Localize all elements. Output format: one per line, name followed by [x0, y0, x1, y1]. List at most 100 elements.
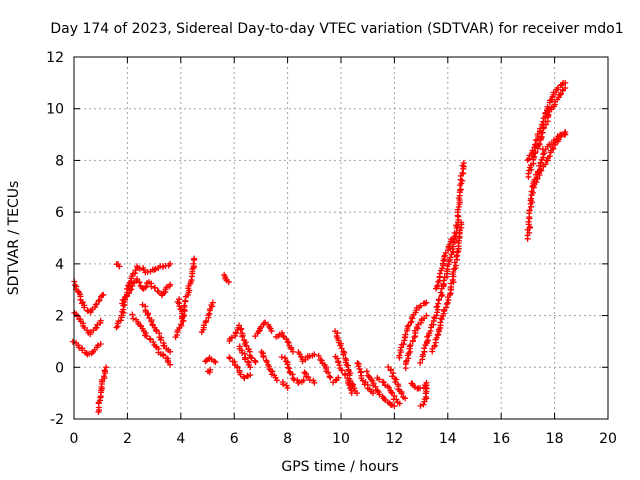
data-point	[95, 297, 102, 304]
data-point	[126, 287, 133, 294]
data-point	[458, 180, 465, 187]
data-point	[340, 351, 347, 358]
data-point	[315, 352, 322, 359]
data-point	[370, 390, 377, 397]
data-point	[280, 381, 287, 388]
data-point	[150, 339, 157, 346]
chart-title: Day 174 of 2023, Sidereal Day-to-day VTE…	[50, 21, 623, 37]
data-point	[365, 372, 372, 379]
data-point	[434, 303, 441, 310]
data-point	[247, 372, 254, 379]
data-point	[423, 379, 430, 386]
data-point	[544, 103, 551, 110]
y-tick-label: -2	[50, 412, 64, 428]
data-point	[536, 140, 543, 147]
data-point	[148, 318, 155, 325]
y-tick-label: 6	[55, 205, 64, 221]
data-point	[437, 270, 444, 277]
data-point	[167, 348, 174, 355]
data-point	[279, 329, 286, 336]
data-point	[527, 195, 534, 202]
data-point	[116, 263, 123, 270]
data-point	[335, 359, 342, 366]
data-point	[363, 368, 370, 375]
data-point	[435, 331, 442, 338]
data-point	[343, 361, 350, 368]
data-point	[212, 359, 219, 366]
data-point	[541, 150, 548, 157]
data-point	[433, 334, 440, 341]
data-point	[396, 400, 403, 407]
data-point	[225, 278, 232, 285]
x-tick-label: 10	[332, 431, 350, 447]
data-point	[334, 355, 341, 362]
data-point	[325, 369, 332, 376]
data-point	[444, 299, 451, 306]
data-point	[537, 125, 544, 132]
data-point	[79, 299, 86, 306]
data-point	[459, 169, 466, 176]
data-point	[318, 357, 325, 364]
data-point	[537, 159, 544, 166]
data-point	[556, 91, 563, 98]
x-tick-label: 20	[599, 431, 617, 447]
data-point	[335, 374, 342, 381]
data-point	[546, 153, 553, 160]
data-point	[255, 328, 262, 335]
data-point	[130, 315, 137, 322]
axis-ticks: 0 2 4 6 8 10 12 14 16 18 20 -2 0 2 4 6 8 10 12	[46, 50, 617, 447]
data-point	[529, 147, 536, 154]
data-point	[402, 395, 409, 402]
data-point	[359, 377, 366, 384]
data-point	[94, 342, 101, 349]
data-point	[391, 403, 398, 410]
x-tick-label: 14	[439, 431, 457, 447]
data-point	[423, 299, 430, 306]
data-point	[457, 187, 464, 194]
data-point	[393, 396, 400, 403]
data-point	[400, 341, 407, 348]
data-point	[355, 363, 362, 370]
data-point	[450, 235, 457, 241]
data-point	[143, 333, 150, 340]
data-point	[300, 377, 307, 384]
data-point	[411, 334, 418, 341]
data-point	[550, 137, 557, 144]
data-point	[152, 285, 159, 292]
data-point	[136, 279, 143, 286]
data-point	[438, 316, 445, 323]
data-point	[445, 296, 452, 303]
data-point	[460, 160, 467, 167]
data-point	[167, 361, 174, 368]
x-tick-label: 6	[230, 431, 239, 447]
data-point	[136, 265, 143, 272]
data-point	[93, 324, 100, 331]
data-point	[244, 358, 251, 365]
data-point	[81, 304, 88, 311]
y-tick-label: 8	[55, 153, 64, 169]
data-point	[357, 369, 364, 376]
data-point	[69, 338, 76, 345]
y-tick-label: 0	[55, 360, 64, 376]
data-point	[228, 334, 235, 341]
data-point	[454, 206, 461, 213]
data-point	[93, 301, 100, 308]
data-point	[100, 291, 107, 298]
x-tick-label: 16	[492, 431, 510, 447]
data-point	[285, 364, 292, 371]
data-point	[406, 343, 413, 350]
data-series-mdo1	[69, 79, 569, 415]
data-point	[260, 353, 267, 360]
x-tick-label: 4	[176, 431, 185, 447]
data-point	[202, 358, 209, 365]
data-point	[263, 358, 270, 365]
data-point	[453, 253, 460, 260]
data-point	[236, 322, 243, 329]
data-point	[388, 389, 395, 396]
data-point	[421, 345, 428, 352]
data-point	[562, 85, 569, 92]
data-point	[537, 166, 544, 173]
data-point	[128, 286, 135, 293]
data-point	[289, 348, 296, 355]
data-point	[396, 352, 403, 359]
